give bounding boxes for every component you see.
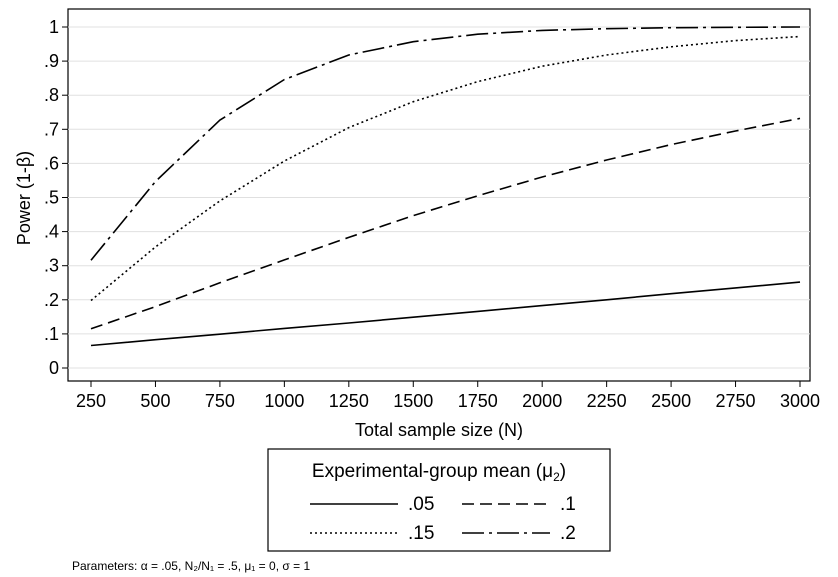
legend-label: .2 [560,523,576,544]
legend-label: .1 [560,494,576,515]
y-tick-label: .3 [44,256,59,276]
x-tick-label: 2000 [522,391,562,411]
series-line-p1 [90,117,801,330]
x-tick-label: 1750 [458,391,498,411]
y-tick-label: .9 [44,51,59,71]
series-line-p2 [90,26,801,261]
x-tick-label: 3000 [780,391,820,411]
x-tick-label: 250 [76,391,106,411]
legend-box [267,448,611,552]
y-tick-label: .4 [44,222,59,242]
x-tick-label: 1250 [329,391,369,411]
y-tick-label: .5 [44,188,59,208]
x-axis-title: Total sample size (N) [355,420,523,440]
y-tick-label: .7 [44,119,59,139]
x-tick-label: 2250 [587,391,627,411]
y-tick-label: .6 [44,153,59,173]
plot-area [67,8,811,382]
y-tick-label: 0 [49,358,59,378]
series-line-p05 [90,281,801,347]
y-tick-label: .2 [44,290,59,310]
y-tick-label: .1 [44,324,59,344]
legend-label: .05 [408,494,434,515]
y-axis-title: Power (1-β) [14,151,34,245]
x-tick-label: 2750 [716,391,756,411]
legend-title: Experimental-group mean (μ2) [312,461,566,484]
y-tick-label: .8 [44,85,59,105]
series-line-p15 [90,35,801,302]
parameters-note: Parameters: α = .05, N₂/N₁ = .5, μ₁ = 0,… [72,559,310,573]
x-tick-label: 500 [140,391,170,411]
x-tick-label: 1000 [264,391,304,411]
x-tick-label: 2500 [651,391,691,411]
x-tick-label: 1500 [393,391,433,411]
x-tick-label: 750 [205,391,235,411]
y-tick-label: 1 [49,17,59,37]
legend-label: .15 [408,523,434,544]
